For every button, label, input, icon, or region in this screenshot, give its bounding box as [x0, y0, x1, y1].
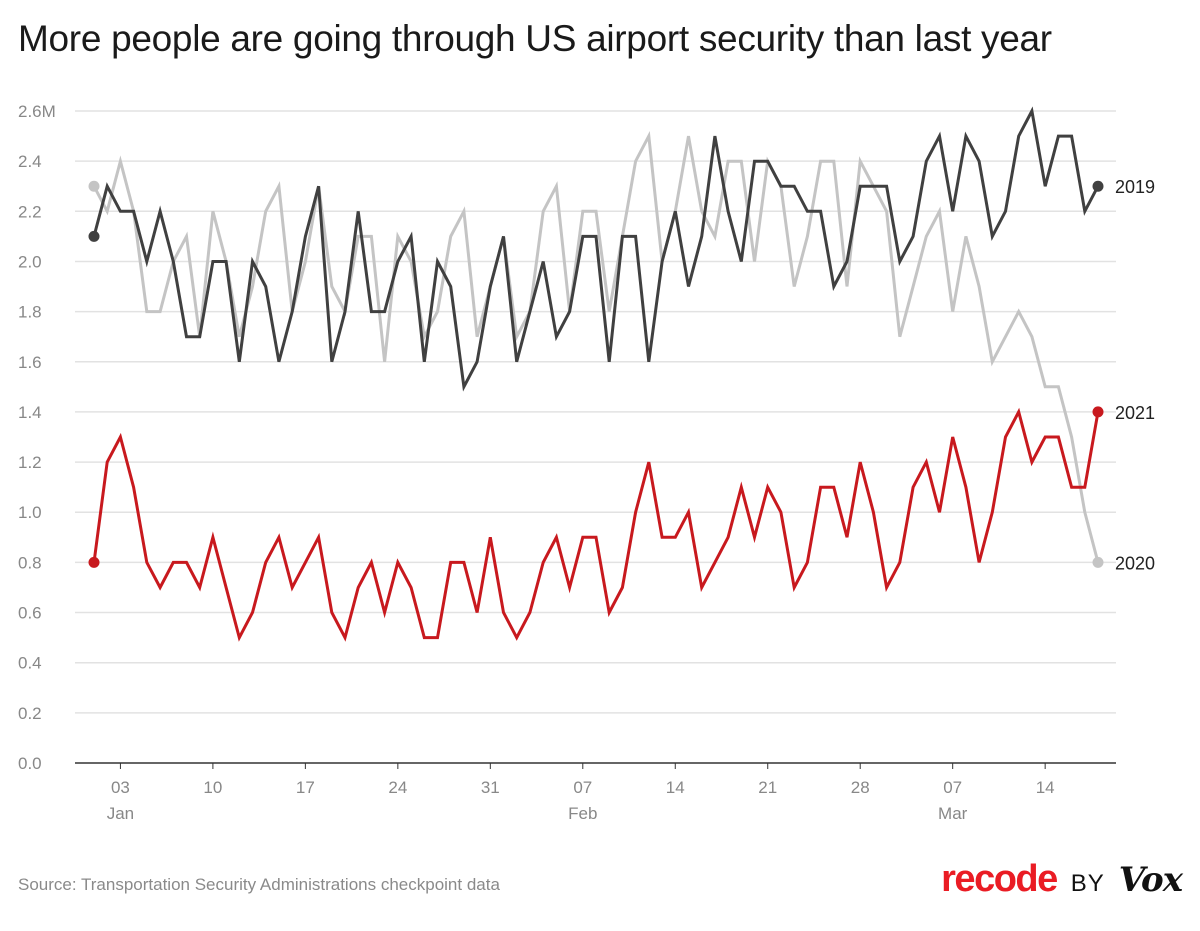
x-tick-label: 24: [388, 778, 407, 797]
series-start-dot-2021: [88, 556, 100, 568]
series-start-dot-2020: [88, 180, 100, 192]
source-note: Source: Transportation Security Administ…: [18, 875, 500, 894]
recode-by-vox-logo: recode BY Vox: [941, 858, 1183, 901]
x-tick-label: 14: [666, 778, 685, 797]
y-tick-label: 2.2: [18, 202, 42, 221]
x-tick-label: 28: [851, 778, 870, 797]
series-line-2020: [92, 131, 1100, 563]
x-tick-label: 14: [1036, 778, 1055, 797]
y-tick-label: 0.2: [18, 704, 42, 723]
series-line-2019: [92, 106, 1100, 392]
x-tick-label: 03: [111, 778, 130, 797]
chart-title: More people are going through US airport…: [18, 18, 1052, 59]
x-tick-label: 17: [296, 778, 315, 797]
x-tick-label: 21: [758, 778, 777, 797]
x-tick-label: 31: [481, 778, 500, 797]
y-tick-label: 1.6: [18, 353, 42, 372]
x-tick-label: 10: [203, 778, 222, 797]
y-tick-label: 1.2: [18, 453, 42, 472]
y-tick-label: 0.4: [18, 654, 42, 673]
series-line-2021: [92, 407, 1100, 642]
x-month-label: Mar: [938, 804, 968, 823]
y-tick-label: 0.6: [18, 604, 42, 623]
series-end-dot-2020: [1092, 556, 1104, 568]
y-tick-label: 2.6M: [18, 102, 56, 121]
x-month-label: Jan: [107, 804, 134, 823]
recode-logo: recode: [941, 858, 1058, 900]
series-start-dot-2019: [88, 230, 100, 242]
line-chart: 0.0 0.2 0.4 0.6 0.8 1.0 1.2 1.4 1.6 1.8 2.0 2.2 2.4 2…: [18, 102, 1155, 823]
y-tick-label: 1.8: [18, 303, 42, 322]
y-tick-label: 0.8: [18, 553, 42, 572]
series-end-dot-2019: [1092, 180, 1104, 192]
y-tick-label: 1.4: [18, 403, 42, 422]
series-end-dot-2021: [1092, 406, 1104, 418]
series-label-2020: 2020: [1115, 553, 1155, 573]
y-tick-label: 0.0: [18, 754, 42, 773]
x-tick-label: 07: [943, 778, 962, 797]
x-month-label: Feb: [568, 804, 597, 823]
x-tick-label: 07: [573, 778, 592, 797]
series-label-2021: 2021: [1115, 403, 1155, 423]
vox-logo: Vox: [1118, 860, 1183, 900]
y-tick-label: 1.0: [18, 503, 42, 522]
y-tick-label: 2.4: [18, 152, 42, 171]
series-label-2019: 2019: [1115, 177, 1155, 197]
y-tick-label: 2.0: [18, 252, 42, 271]
by-text: BY: [1070, 870, 1105, 897]
